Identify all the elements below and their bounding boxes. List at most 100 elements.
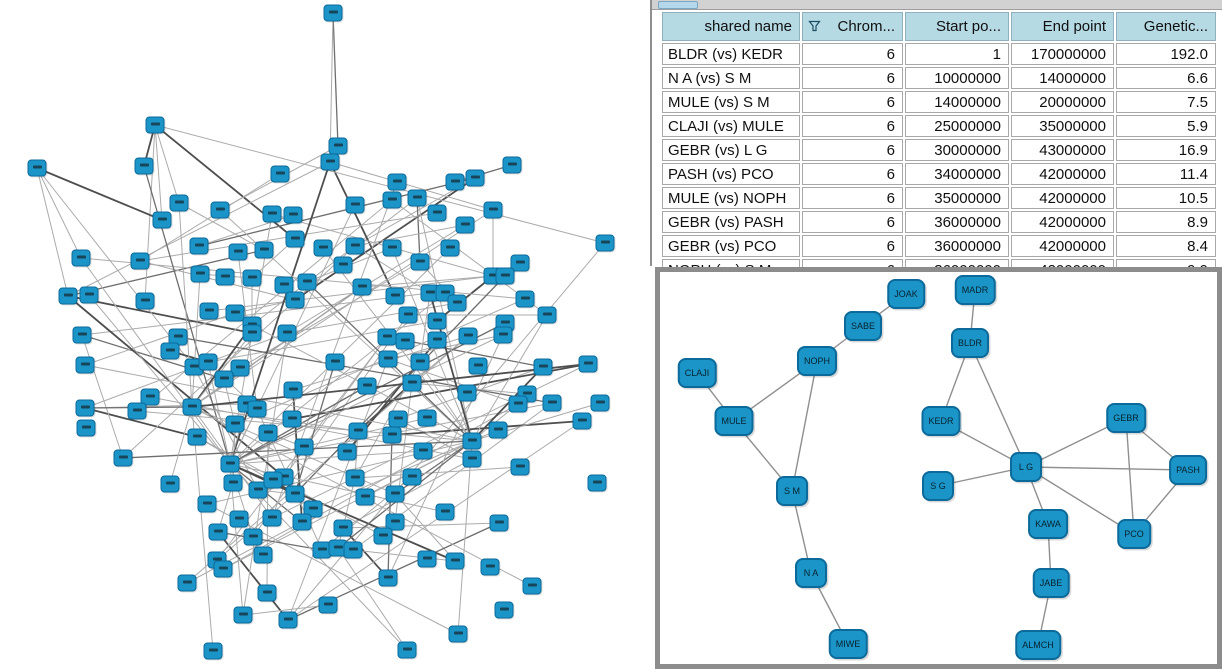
overview-node[interactable] [187, 428, 207, 446]
edge[interactable] [36, 167, 163, 221]
overview-node[interactable] [382, 426, 402, 444]
overview-node[interactable] [135, 292, 155, 310]
overview-node[interactable] [382, 239, 402, 257]
overview-node[interactable] [182, 398, 202, 416]
overview-node[interactable] [303, 500, 323, 518]
edge[interactable] [84, 312, 236, 366]
edge[interactable] [191, 406, 214, 652]
cell-value[interactable]: 30000000 [905, 139, 1009, 161]
cell-value[interactable]: 6 [802, 67, 903, 89]
overview-node[interactable] [343, 541, 363, 559]
edge[interactable] [337, 440, 473, 549]
overview-node[interactable] [402, 374, 422, 392]
overview-node[interactable] [258, 424, 278, 442]
edge[interactable] [206, 503, 459, 635]
column-header-genetic[interactable]: Genetic... [1116, 12, 1216, 41]
edge[interactable] [84, 364, 473, 442]
overview-node[interactable] [377, 328, 397, 346]
overview-node[interactable] [213, 560, 233, 578]
edge[interactable] [352, 549, 456, 562]
overview-node[interactable] [285, 230, 305, 248]
edge[interactable] [286, 224, 466, 334]
cell-value[interactable]: 6 [802, 235, 903, 257]
cell-value[interactable]: 42000000 [1011, 163, 1114, 185]
node-s-m[interactable]: S M [776, 476, 808, 506]
cell-value[interactable]: 42000000 [1011, 211, 1114, 233]
edge[interactable] [169, 406, 193, 485]
edge[interactable] [36, 167, 69, 297]
edge[interactable] [337, 547, 408, 651]
node-pash[interactable]: PASH [1169, 455, 1207, 485]
overview-node[interactable] [427, 312, 447, 330]
overview-node[interactable] [590, 394, 610, 412]
overview-node[interactable] [294, 438, 314, 456]
cell-value[interactable]: 192.0 [1116, 43, 1216, 65]
cell-value[interactable]: 6.6 [1116, 67, 1216, 89]
overview-node[interactable] [458, 327, 478, 345]
overview-node[interactable] [413, 442, 433, 460]
edge[interactable] [1025, 466, 1189, 471]
cell-value[interactable]: 14000000 [1011, 67, 1114, 89]
overview-node[interactable] [457, 384, 477, 402]
overview-node[interactable] [333, 256, 353, 274]
overview-node[interactable] [274, 276, 294, 294]
overview-node[interactable] [223, 474, 243, 492]
cell-shared-name[interactable]: GEBR (vs) L G [662, 139, 800, 161]
overview-node[interactable] [214, 370, 234, 388]
node-kawa[interactable]: KAWA [1028, 509, 1068, 539]
overview-node[interactable] [337, 443, 357, 461]
edge[interactable] [329, 161, 494, 211]
cell-shared-name[interactable]: MULE (vs) S M [662, 91, 800, 113]
node-n-a[interactable]: N A [795, 558, 827, 588]
overview-node[interactable] [427, 204, 447, 222]
overview-node[interactable] [522, 577, 542, 595]
edge[interactable] [36, 167, 195, 368]
scrollbar-thumb[interactable] [658, 1, 698, 9]
overview-node[interactable] [417, 550, 437, 568]
overview-node[interactable] [325, 353, 345, 371]
node-joak[interactable]: JOAK [887, 279, 925, 309]
overview-node[interactable] [410, 353, 430, 371]
edge[interactable] [312, 440, 473, 510]
cell-value[interactable]: 6 [802, 115, 903, 137]
edge[interactable] [287, 420, 583, 621]
edge[interactable] [216, 493, 296, 561]
overview-node[interactable] [230, 359, 250, 377]
overview-node[interactable] [169, 194, 189, 212]
cell-value[interactable]: 36000000 [905, 211, 1009, 233]
overview-node[interactable] [395, 332, 415, 350]
overview-node[interactable] [378, 350, 398, 368]
overview-node[interactable] [387, 173, 407, 191]
overview-node[interactable] [254, 241, 274, 259]
edge[interactable] [354, 466, 521, 479]
overview-node[interactable] [533, 358, 553, 376]
overview-node[interactable] [71, 249, 91, 267]
cell-value[interactable]: 170000000 [1011, 43, 1114, 65]
cell-value[interactable]: 35000000 [1011, 115, 1114, 137]
overview-node[interactable] [427, 331, 447, 349]
edge[interactable] [294, 177, 476, 301]
overview-node[interactable] [76, 419, 96, 437]
overview-node[interactable] [297, 273, 317, 291]
cell-shared-name[interactable]: BLDR (vs) KEDR [662, 43, 800, 65]
node-gebr[interactable]: GEBR [1106, 403, 1146, 433]
edge[interactable] [81, 334, 124, 459]
overview-node[interactable] [345, 469, 365, 487]
overview-node[interactable] [242, 269, 262, 287]
cell-value[interactable]: 6 [802, 43, 903, 65]
overview-node[interactable] [508, 395, 528, 413]
cell-value[interactable]: 1 [905, 43, 1009, 65]
overview-node[interactable] [385, 513, 405, 531]
column-header-shared-name[interactable]: shared name [662, 12, 800, 41]
node-bldr[interactable]: BLDR [950, 328, 990, 358]
overview-node[interactable] [462, 450, 482, 468]
edge[interactable] [154, 124, 606, 244]
overview-node[interactable] [253, 546, 273, 564]
cell-value[interactable]: 11.4 [1116, 163, 1216, 185]
overview-node[interactable] [75, 356, 95, 374]
cell-value[interactable]: 6 [802, 91, 903, 113]
overview-node[interactable] [229, 510, 249, 528]
cell-value[interactable]: 6 [802, 211, 903, 233]
overview-node[interactable] [160, 342, 180, 360]
overview-node[interactable] [270, 165, 290, 183]
